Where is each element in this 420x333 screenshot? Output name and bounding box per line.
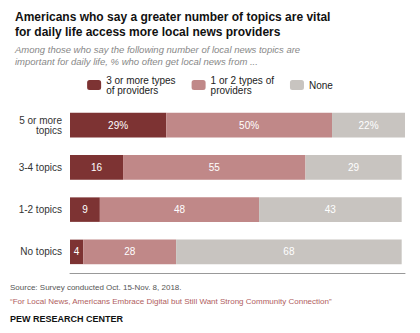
svg-text:providers: providers <box>211 85 252 96</box>
svg-text:“For Local News, Americans Emb: “For Local News, Americans Embrace Digit… <box>10 297 332 306</box>
svg-text:3 or more types: 3 or more types <box>106 74 176 86</box>
svg-text:Among those who say the follow: Among those who say the following number… <box>14 44 300 55</box>
svg-text:PEW RESEARCH CENTER: PEW RESEARCH CENTER <box>10 314 124 324</box>
svg-text:5 or more: 5 or more <box>19 114 62 126</box>
svg-text:50%: 50% <box>239 120 259 131</box>
svg-text:22%: 22% <box>359 120 379 131</box>
svg-text:None: None <box>309 80 333 91</box>
svg-text:of providers: of providers <box>106 85 158 96</box>
svg-text:28: 28 <box>124 246 136 257</box>
svg-text:Source: Survey conducted Oct.: Source: Survey conducted Oct. 15-Nov. 8,… <box>10 283 182 292</box>
svg-text:4: 4 <box>74 246 80 257</box>
svg-text:topics: topics <box>36 125 62 136</box>
svg-text:48: 48 <box>174 204 186 215</box>
svg-text:9: 9 <box>82 204 88 215</box>
svg-text:3-4 topics: 3-4 topics <box>19 162 62 173</box>
svg-text:important for daily life, % wh: important for daily life, % who often ge… <box>15 56 258 67</box>
svg-text:29: 29 <box>348 162 360 173</box>
svg-text:No topics: No topics <box>20 246 62 257</box>
svg-text:29%: 29% <box>108 120 128 131</box>
svg-text:55: 55 <box>209 162 221 173</box>
svg-text:43: 43 <box>325 204 337 215</box>
svg-text:1 or 2 types of: 1 or 2 types of <box>210 74 274 86</box>
svg-text:1-2 topics: 1-2 topics <box>19 204 62 215</box>
svg-text:Americans who say a greater nu: Americans who say a greater number of to… <box>15 10 330 24</box>
svg-text:16: 16 <box>91 162 103 173</box>
svg-text:68: 68 <box>283 246 295 257</box>
svg-text:for daily life access more loc: for daily life access more local news pr… <box>15 25 281 39</box>
